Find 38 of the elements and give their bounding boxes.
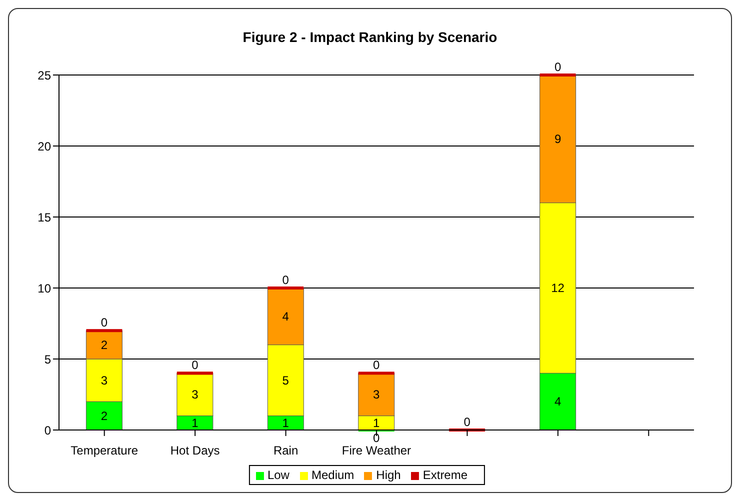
data-label: 3 (373, 388, 380, 402)
legend-label: Medium (311, 468, 354, 482)
y-tick-label: 15 (38, 210, 52, 224)
y-tick-label: 0 (44, 423, 52, 438)
data-label: 0 (464, 415, 471, 429)
legend-label: Low (267, 468, 290, 482)
legend-label: Extreme (422, 468, 468, 482)
y-tick-label: 20 (38, 139, 52, 154)
data-label: 1 (373, 416, 380, 430)
x-tick-label: Hot Days (170, 444, 220, 458)
data-label: 1 (282, 416, 290, 430)
data-label: 4 (282, 309, 290, 324)
chart-title: Figure 2 - Impact Ranking by Scenario (242, 28, 498, 45)
y-tick-label: 10 (38, 281, 52, 296)
data-label: 0 (554, 60, 562, 74)
y-tick-label: 5 (44, 352, 52, 366)
data-label: 0 (100, 316, 108, 330)
data-label: 5 (282, 373, 290, 388)
data-label: 12 (551, 281, 565, 295)
data-label: 4 (554, 394, 562, 409)
bar (358, 372, 394, 375)
bar (86, 329, 122, 332)
x-tick-label: Rain (273, 444, 298, 458)
x-tick-label: Fire Weather (342, 444, 412, 458)
legend-label: High (376, 468, 401, 482)
data-label: 3 (192, 388, 199, 402)
data-label: 3 (100, 373, 108, 388)
x-tick-label: Temperature (70, 444, 138, 458)
data-label: 0 (192, 358, 199, 372)
bar (268, 286, 304, 290)
data-label: 2 (100, 408, 108, 423)
bar (540, 74, 576, 76)
data-label: 2 (100, 338, 108, 352)
data-label: 1 (192, 416, 199, 430)
data-label: 0 (282, 273, 290, 287)
y-tick-label: 25 (38, 68, 52, 82)
data-label: 0 (373, 358, 380, 372)
data-label: 9 (554, 132, 562, 146)
